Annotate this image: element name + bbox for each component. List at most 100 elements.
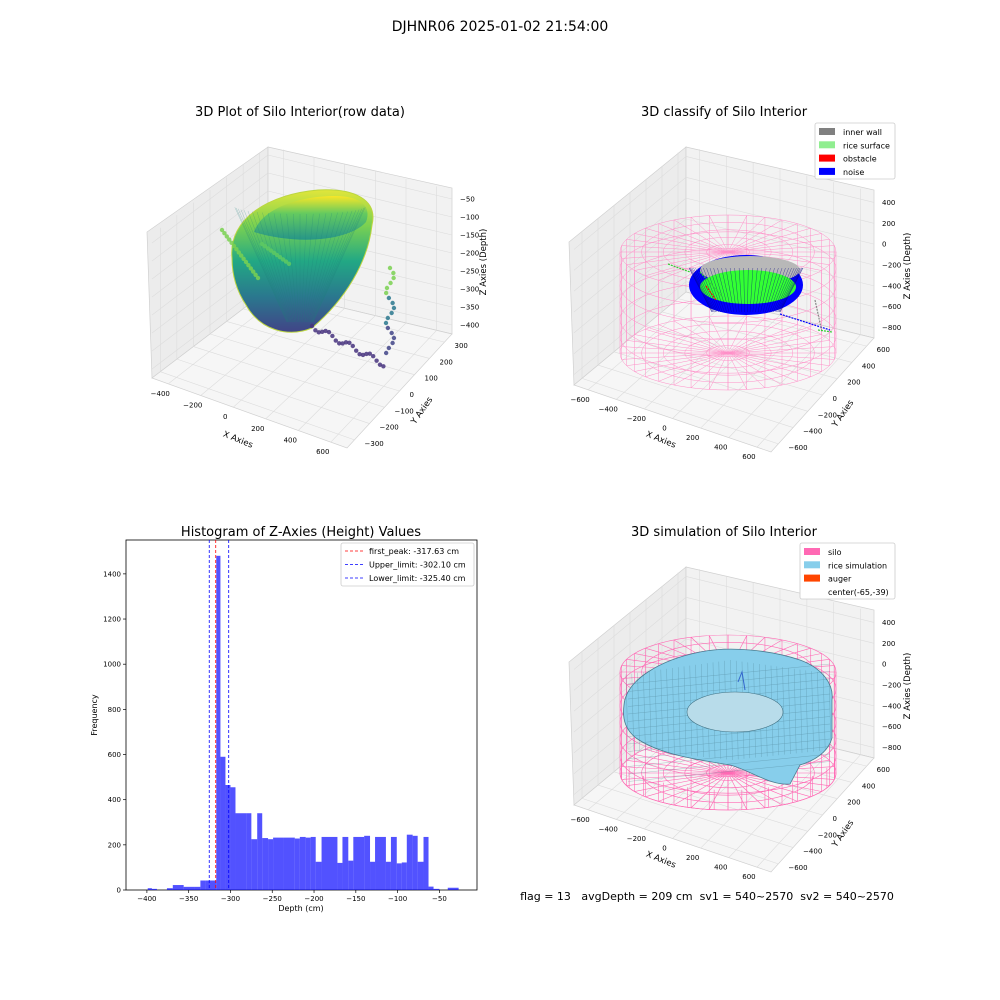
classify-ztick: 0 — [882, 241, 886, 249]
raw-floor — [151, 289, 453, 449]
sim-grid-z-left — [573, 597, 687, 691]
classify-silo-bottom-spoke — [727, 352, 798, 382]
classify-silo-bottom-spoke — [727, 352, 747, 390]
raw-point — [374, 358, 379, 363]
classify-bowl-line — [743, 267, 745, 313]
classify-title: 3D classify of Silo Interior — [641, 105, 808, 120]
classify-bowl-line — [689, 267, 713, 313]
sim-ytick: 200 — [847, 799, 860, 807]
classify-zlabel: Z Axies (Depth) — [903, 233, 913, 300]
raw-point — [309, 323, 315, 329]
hist-ytick-label: 1000 — [103, 661, 121, 669]
classify-silo-bottom-spoke — [727, 352, 811, 378]
sim-legend-label: auger — [828, 575, 852, 584]
raw-bowl-line — [280, 213, 297, 323]
classify-silo-top-spoke — [727, 215, 747, 253]
sim-silo-bottom-spoke — [621, 772, 729, 780]
hist-bar — [262, 838, 269, 890]
raw-xlabel: X Axies — [221, 430, 254, 451]
classify-xtick: 200 — [686, 434, 699, 442]
hist-ytick-label: 1200 — [103, 616, 121, 624]
sim-xtick: 200 — [686, 854, 699, 862]
sim-legend-swatch — [804, 561, 820, 569]
classify-bowl-line — [755, 267, 763, 313]
raw-point — [219, 227, 225, 233]
hist-bar — [390, 836, 397, 890]
classify-ytick: −600 — [788, 444, 807, 452]
sim-rice-mesh-line — [817, 671, 820, 752]
classify-xtick: 400 — [714, 444, 727, 452]
classify-silo-bottom-spoke — [727, 328, 811, 354]
classify-bowl-meridians — [688, 267, 804, 313]
classify-bowl-line — [760, 267, 771, 313]
raw-bowl-line — [311, 209, 360, 323]
classify-silo-top-spoke — [673, 219, 729, 253]
panel-raw-3d: 3D Plot of Silo Interior(row data) — [146, 105, 489, 457]
classify-silo-top-spoke — [621, 251, 729, 259]
raw-title: 3D Plot of Silo Interior(row data) — [195, 105, 405, 120]
classify-silo-bottom-spoke — [709, 352, 729, 390]
raw-ytick: −200 — [380, 424, 399, 432]
raw-point — [343, 340, 349, 345]
hist-ylabel: Frequency — [90, 694, 99, 736]
raw-point — [360, 352, 366, 358]
raw-bowl-line — [247, 210, 290, 323]
classify-silo-top-spoke — [690, 217, 729, 253]
raw-bowl-line — [306, 212, 333, 323]
raw-xtick: −400 — [151, 390, 170, 398]
hist-bar — [375, 836, 386, 890]
hist-bar — [230, 787, 236, 890]
classify-bowl-line — [765, 267, 779, 313]
raw-tick-labels: −400−2000200400600−300−200−1000100200300… — [151, 196, 480, 457]
sim-rice-mesh-line — [627, 753, 831, 775]
hist-xlabel: Depth (cm) — [278, 904, 323, 913]
raw-point — [357, 351, 362, 357]
sim-status-text: flag = 13 avgDepth = 209 cm sv1 = 540~25… — [520, 890, 894, 903]
hist-bar — [294, 838, 300, 890]
raw-bowl-line — [301, 213, 307, 323]
raw-grid-z-left — [151, 154, 269, 244]
raw-ztick: −300 — [460, 286, 479, 294]
hist-bar — [235, 813, 247, 890]
classify-bowl-line — [690, 267, 714, 313]
raw-grid-y — [193, 346, 385, 408]
classify-silo-top-spoke — [727, 217, 766, 253]
classify-legend-swatch — [819, 154, 835, 162]
raw-point — [333, 338, 338, 343]
hist-bar — [283, 837, 295, 890]
hist-xtick-label: −200 — [304, 895, 323, 903]
hist-bar — [447, 887, 459, 890]
raw-point — [316, 330, 321, 335]
classify-point-trail — [779, 313, 831, 331]
raw-bowl-line — [240, 209, 289, 323]
classify-tick-labels: −600−400−2000200400600−600−400−200020040… — [570, 199, 901, 461]
raw-bowl-rim — [254, 196, 368, 240]
classify-grid-y — [581, 378, 779, 445]
classify-silo-bottom-spoke — [645, 352, 729, 378]
classify-silo-bottom-spoke — [727, 352, 835, 360]
classify-legend: inner wall rice surface obstacle noise — [814, 122, 896, 180]
classify-grid-y — [613, 351, 808, 412]
sim-rice-crater — [686, 691, 784, 733]
classify-silo-bottom-spoke — [645, 328, 729, 354]
panel-simulation-3d: 3D simulation of Silo Interior −600 −400 −… — [520, 525, 913, 903]
classify-bowl-line — [769, 267, 786, 313]
raw-point — [320, 329, 325, 335]
raw-point — [367, 351, 372, 356]
classify-legend-swatch — [819, 141, 835, 149]
sim-rice-mesh-line — [627, 746, 831, 767]
classify-bowl-line — [697, 267, 718, 313]
figure-suptitle: DJHNR06 2025-01-02 21:54:00 — [392, 19, 609, 35]
raw-bowl-line — [310, 210, 357, 323]
raw-point — [323, 328, 328, 334]
sim-xtick: 0 — [662, 845, 666, 853]
raw-bowl-line — [304, 213, 327, 323]
raw-xtick: −200 — [183, 402, 202, 410]
classify-bowl-line — [738, 267, 743, 313]
raw-point — [383, 320, 389, 326]
raw-ztick: −400 — [460, 322, 479, 330]
sim-grid-z-left — [573, 576, 687, 670]
raw-point — [391, 305, 397, 311]
raw-ytick: 200 — [440, 358, 453, 366]
classify-silo-top-spoke — [658, 251, 729, 281]
